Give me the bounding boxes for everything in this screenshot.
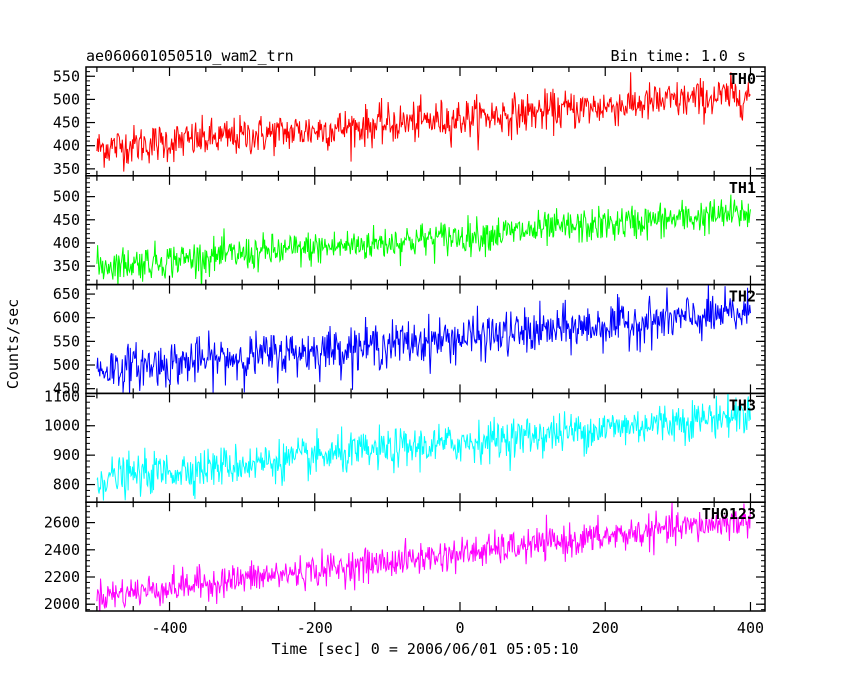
panel-frame: [85, 66, 766, 177]
y-tick-label: 450: [53, 380, 80, 398]
x-tick-label: 200: [592, 619, 619, 637]
y-tick-label: 500: [53, 356, 80, 374]
series-line-th1: [96, 194, 751, 285]
panel-th2: 450 500 550 600 650 TH2: [53, 283, 766, 398]
y-tick-label: 650: [53, 285, 80, 303]
series-line-th3: [96, 393, 751, 501]
y-tick-label: 1000: [44, 417, 80, 435]
panel-label-th0: TH0: [729, 70, 756, 88]
panel-frame: [85, 392, 766, 503]
series-line-th0123: [96, 502, 751, 612]
panel-th1: 350 400 450 500 TH1: [53, 175, 766, 286]
panel-frame: [85, 501, 766, 612]
series-line-th2: [96, 284, 751, 394]
chart-title: ae060601050510_wam2_trn: [86, 47, 294, 65]
x-tick-label: 400: [737, 619, 764, 637]
y-tick-label: 400: [53, 137, 80, 155]
bin-time-label: Bin time: 1.0 s: [611, 47, 746, 65]
y-tick-label: 500: [53, 188, 80, 206]
y-axis-label: Counts/sec: [4, 299, 22, 389]
y-tick-label: 2200: [44, 568, 80, 586]
x-tick-label: 0: [455, 619, 464, 637]
y-tick-label: 2600: [44, 514, 80, 532]
y-tick-label: 1100: [44, 387, 80, 405]
x-tick-label: -400: [151, 619, 187, 637]
x-tick-label: -200: [297, 619, 333, 637]
panel-frame: [85, 175, 766, 286]
panel-label-th0123: TH0123: [702, 505, 756, 523]
panels: 350 400 450 500 550 TH0 350 400 450 500 TH1 450 500 5…: [44, 66, 766, 613]
y-tick-label: 2400: [44, 541, 80, 559]
panel-th0: 350 400 450 500 550 TH0: [53, 66, 766, 178]
y-tick-label: 550: [53, 67, 80, 85]
panel-label-th2: TH2: [729, 288, 756, 306]
y-tick-label: 400: [53, 234, 80, 252]
y-tick-label: 2000: [44, 595, 80, 613]
panel-th0123: 2000 2200 2400 2600 TH0123: [44, 501, 766, 613]
x-axis: -400 -200 0 200 400: [151, 619, 764, 637]
panel-th3: 800 900 1000 1100 TH3: [44, 387, 766, 503]
y-tick-label: 450: [53, 211, 80, 229]
series-line-th0: [96, 72, 751, 172]
y-tick-label: 350: [53, 160, 80, 178]
y-tick-label: 600: [53, 309, 80, 327]
y-tick-label: 350: [53, 257, 80, 275]
y-tick-label: 550: [53, 332, 80, 350]
panel-label-th1: TH1: [729, 179, 756, 197]
panel-label-th3: TH3: [729, 396, 756, 414]
y-tick-label: 500: [53, 90, 80, 108]
y-tick-label: 900: [53, 446, 80, 464]
y-tick-label: 800: [53, 476, 80, 494]
y-tick-label: 450: [53, 114, 80, 132]
x-axis-label: Time [sec] 0 = 2006/06/01 05:05:10: [271, 640, 578, 658]
